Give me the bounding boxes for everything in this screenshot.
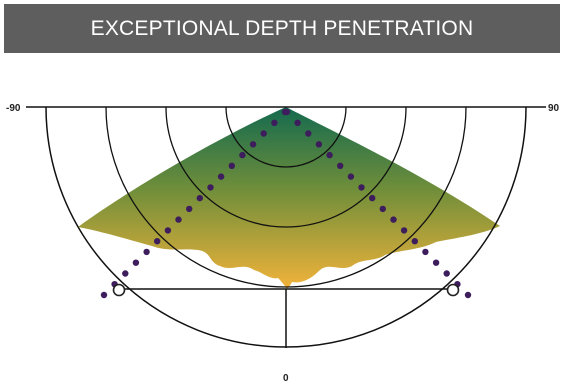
beam-edge-dot bbox=[260, 130, 267, 137]
beam-edge-dot bbox=[143, 248, 150, 256]
range-arc-3 bbox=[105, 106, 467, 288]
beam-edge-dot bbox=[217, 173, 225, 180]
beam-edge-dot bbox=[411, 238, 418, 245]
range-arc-1 bbox=[225, 106, 347, 168]
beam-edge-dot bbox=[305, 130, 312, 137]
beam-edge-dot bbox=[294, 119, 301, 127]
beam-edge-dot bbox=[228, 162, 235, 169]
beam-edge-dot bbox=[249, 141, 257, 148]
angle-label-bottom: 0 bbox=[283, 373, 289, 384]
angle-label-right: 90 bbox=[548, 103, 560, 114]
page-title: EXCEPTIONAL DEPTH PENETRATION bbox=[90, 16, 474, 40]
beam-edge-dot bbox=[400, 227, 408, 234]
beam-edge-dot bbox=[326, 151, 333, 159]
beam-edge-dot bbox=[390, 216, 397, 223]
range-arc-2 bbox=[165, 106, 407, 228]
beam-edge-dot bbox=[347, 173, 355, 180]
beam-edge-dot bbox=[122, 270, 129, 277]
beam-edge-right-dots bbox=[283, 108, 472, 299]
beam-edge-dot bbox=[207, 184, 214, 191]
beam-edge-dot bbox=[315, 141, 323, 148]
beam-edge-dot bbox=[369, 194, 376, 202]
beam-edge-dot bbox=[422, 248, 429, 256]
beam-edge-dot bbox=[337, 162, 344, 169]
beam-edge-dot bbox=[164, 227, 172, 234]
beam-edge-dot bbox=[100, 291, 108, 299]
beam-edge-dot bbox=[239, 151, 246, 159]
beam-edge-dot bbox=[271, 119, 278, 127]
beam-edge-dot bbox=[443, 270, 450, 277]
beam-edge-marker-right bbox=[446, 283, 460, 297]
beam-edge-dot bbox=[154, 238, 161, 245]
title-banner: EXCEPTIONAL DEPTH PENETRATION bbox=[4, 4, 560, 53]
beam-edge-dot bbox=[432, 259, 440, 266]
beam-edge-dot bbox=[283, 108, 291, 116]
beam-edge-dot bbox=[186, 205, 193, 213]
beam-edge-dot bbox=[464, 291, 472, 299]
beam-edge-dot bbox=[175, 216, 182, 223]
sonar-beam-coverage bbox=[78, 107, 500, 289]
beam-edge-dot bbox=[132, 259, 140, 266]
beam-edge-dot bbox=[379, 205, 386, 213]
beam-edge-marker-left bbox=[112, 283, 126, 297]
beam-edge-dot bbox=[358, 184, 365, 191]
angle-label-left: -90 bbox=[6, 103, 21, 114]
beam-edge-dot bbox=[196, 194, 203, 202]
